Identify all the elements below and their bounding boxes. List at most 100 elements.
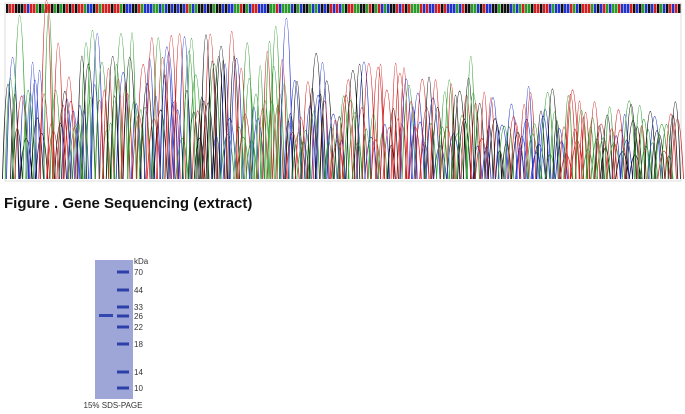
base-call [156,4,159,13]
base-call [195,4,198,13]
base-call [75,4,78,13]
peak [173,33,186,180]
ladder-band [117,314,129,318]
peak [484,125,494,180]
peak [325,126,338,180]
peak [285,131,300,180]
peak [465,56,476,180]
base-call [189,4,192,13]
base-call [9,4,12,13]
peak [63,101,78,180]
peak [316,62,329,180]
base-call [486,4,489,13]
marker-label: 18 [134,340,143,349]
peak [29,79,41,180]
peak [669,101,681,180]
peak [255,65,265,180]
base-call [393,4,396,13]
base-call [105,4,108,13]
base-call [540,4,543,13]
base-call [597,4,600,13]
base-call [186,4,189,13]
base-call [504,4,507,13]
base-call [324,4,327,13]
peak [22,89,34,180]
base-call [327,4,330,13]
base-call [564,4,567,13]
base-call [291,4,294,13]
peak [446,83,456,180]
base-call [465,4,468,13]
base-call [642,4,645,13]
base-call [360,4,363,13]
peak [456,114,468,180]
base-call [456,4,459,13]
base-call [636,4,639,13]
ladder-band [117,288,129,292]
base-call [45,4,48,13]
base-call [252,4,255,13]
peak [185,37,198,180]
peak [28,61,38,180]
ladder-band [117,325,129,329]
base-call [495,4,498,13]
base-call [237,4,240,13]
base-call [231,4,234,13]
peak [61,98,73,180]
base-call [381,4,384,13]
base-call [567,4,570,13]
unit-label: kDa [134,257,149,266]
base-call [396,4,399,13]
peak [46,130,60,180]
base-call [249,4,252,13]
marker-label: 70 [134,268,143,277]
peak [538,108,552,180]
peak [341,79,355,180]
peak [291,132,306,180]
peak [43,10,55,180]
peak [390,62,401,180]
base-call [438,4,441,13]
peak [167,102,179,180]
peak [505,103,518,180]
marker-label: 14 [134,368,143,377]
base-call [63,4,66,13]
base-call [123,4,126,13]
base-call [282,4,285,13]
ladder-band [117,342,129,346]
base-call [24,4,27,13]
peak [575,109,588,180]
base-call [339,4,342,13]
base-call [576,4,579,13]
base-call [171,4,174,13]
base-call [333,4,336,13]
base-call [621,4,624,13]
base-call [48,4,51,13]
base-call [165,4,168,13]
peak [94,61,109,180]
base-call [600,4,603,13]
ladder-band [117,270,129,274]
base-call [234,4,237,13]
base-call [543,4,546,13]
peak [89,84,100,180]
base-call [21,4,24,13]
peak [519,104,529,180]
sequence-strip [6,4,681,13]
base-call [18,4,21,13]
peak [632,126,643,180]
base-call [501,4,504,13]
base-call [96,4,99,13]
base-call [336,4,339,13]
base-call [471,4,474,13]
base-call [177,4,180,13]
peak [430,79,441,180]
peak [105,56,120,180]
base-call [27,4,30,13]
base-call [69,4,72,13]
base-call [399,4,402,13]
base-call [261,4,264,13]
peak [311,94,325,180]
peak [670,119,684,180]
